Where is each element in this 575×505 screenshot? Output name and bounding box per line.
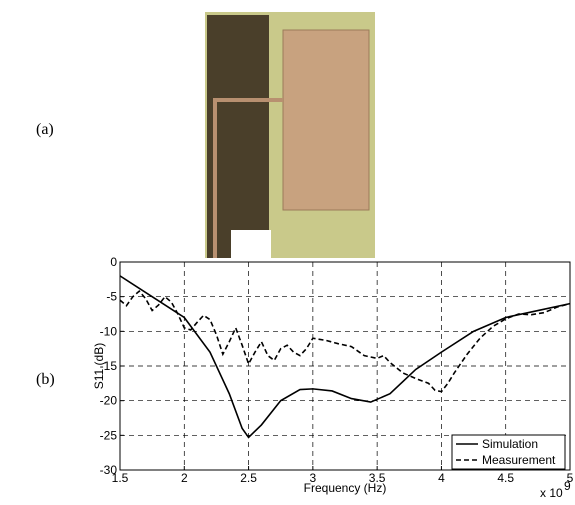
feed-line <box>213 98 283 258</box>
y-tick-label: -20 <box>100 394 118 408</box>
legend-label: Measurement <box>482 453 556 467</box>
x-multiplier-exponent: 9 <box>564 479 571 493</box>
y-tick-label: -25 <box>100 428 118 442</box>
x-tick-label: 2.5 <box>240 471 257 485</box>
cutout <box>231 230 271 258</box>
y-tick-label: 0 <box>110 255 117 269</box>
x-tick-label: 4 <box>438 471 445 485</box>
x-tick-label: 4.5 <box>497 471 514 485</box>
y-tick-label: -5 <box>106 290 117 304</box>
panel-label: (a) <box>36 121 54 138</box>
line-series <box>119 275 571 439</box>
y-axis-label: S11 (dB) <box>92 343 106 389</box>
plot-frame <box>119 261 571 471</box>
y-tick-label: -15 <box>100 359 118 373</box>
y-tick-label: -30 <box>100 463 118 477</box>
x-multiplier: x 10 <box>540 486 563 500</box>
x-tick-label: 3 <box>310 471 317 485</box>
ground-strip <box>207 15 269 258</box>
x-axis-label: Frequency (Hz) <box>304 481 387 495</box>
legend-label: Simulation <box>482 437 538 451</box>
patch <box>282 29 370 211</box>
x-tick-label: 3.5 <box>369 471 386 485</box>
legend-box <box>451 434 566 470</box>
x-tick-label: 1.5 <box>112 471 129 485</box>
antenna-photo <box>205 12 375 258</box>
y-tick-label: -10 <box>100 324 118 338</box>
x-tick-label: 5 <box>567 471 574 485</box>
line-series <box>119 289 571 393</box>
x-tick-label: 2 <box>181 471 188 485</box>
panel-label: (b) <box>36 371 55 388</box>
